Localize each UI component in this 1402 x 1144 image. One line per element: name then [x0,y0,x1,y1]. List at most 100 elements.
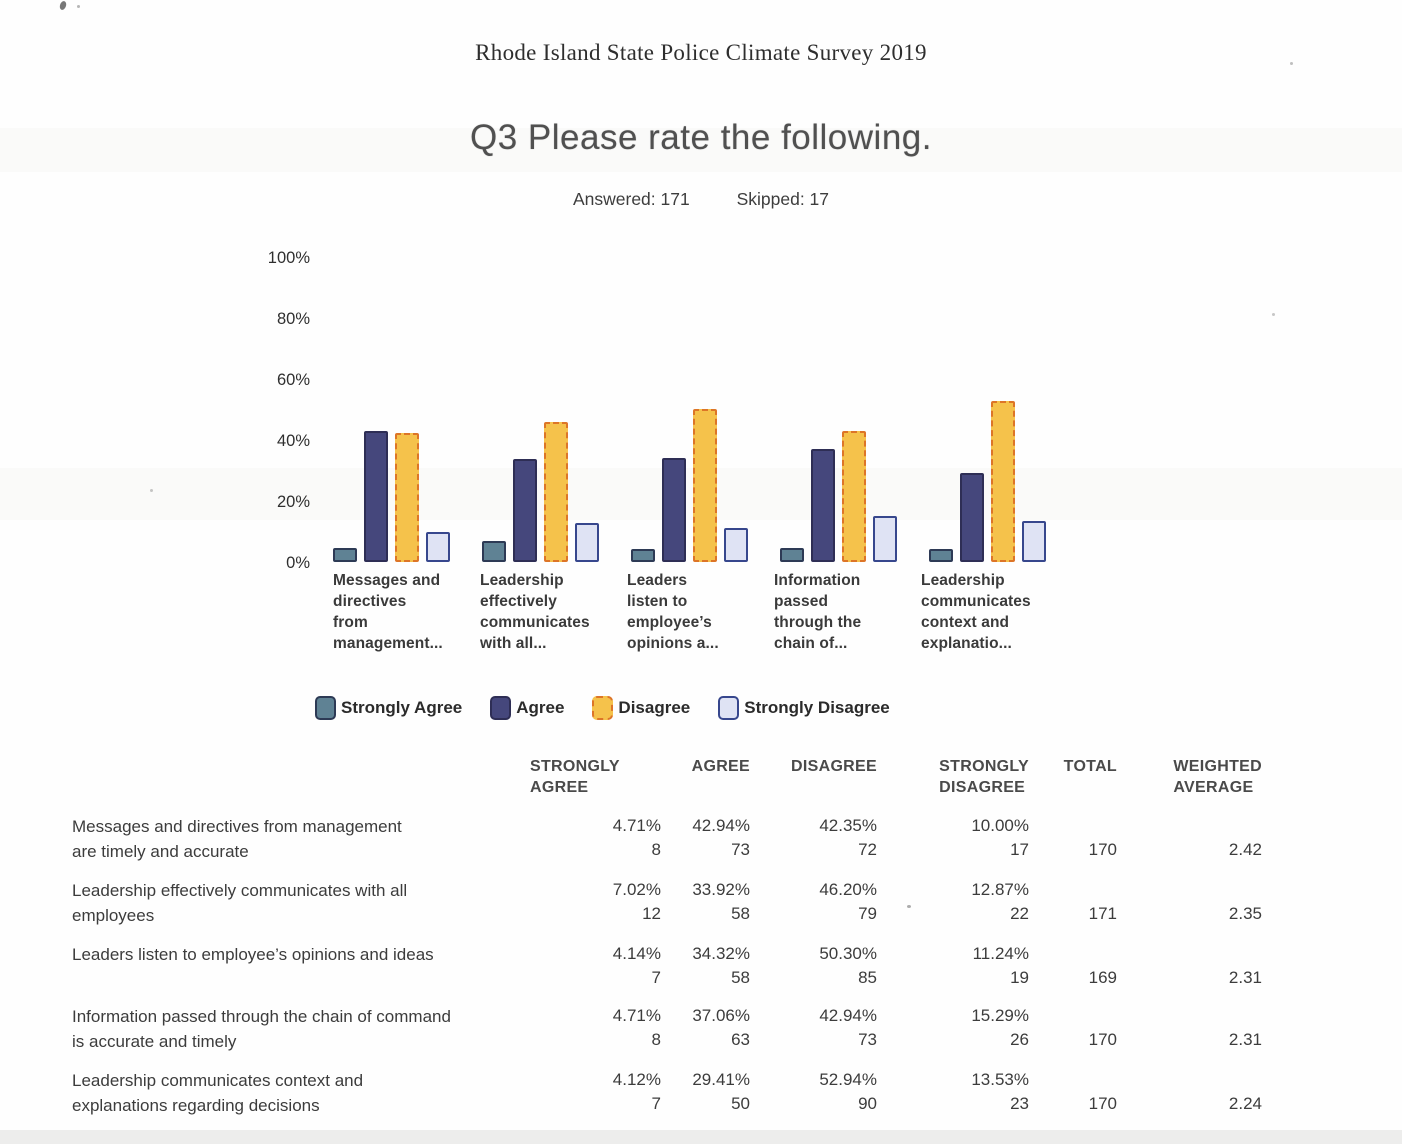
question-text: Leadership communicates context and expl… [72,1071,364,1115]
cell-percent: 7.02% [612,880,661,899]
y-axis-tick: 0% [286,554,310,572]
bar-strongly-disagree [724,527,748,562]
legend-label: Strongly Disagree [744,698,890,717]
cell-percent: 34.32% [692,944,750,963]
cell-weighted-average: 2.35 [1228,904,1262,923]
cell-disagree: 50.30% 85 [750,942,877,990]
legend-swatch-strongly-agree [315,696,336,720]
answered-count: Answered: 171 [572,189,690,209]
legend-item-strongly-disagree: Strongly Disagree [718,696,890,720]
legend-item-strongly-agree: Strongly Agree [315,696,462,720]
table-row: Leadership effectively communicates with… [72,878,1262,928]
cell-total: 170 [1088,1030,1117,1049]
col-header-strongly-disagree: STRONGLY DISAGREE [939,758,1029,796]
bar-group-5 [929,258,1049,562]
legend-label: Agree [516,698,565,717]
table-header-spacer [72,756,530,798]
cell-count: 8 [651,840,661,859]
bar-group-1 [333,258,453,562]
bar-agree [811,449,835,562]
cell-count: 7 [651,1094,661,1113]
cell-weighted-average: 2.31 [1228,968,1262,987]
question-text: Leaders listen to employee’s opinions an… [72,945,434,964]
bar-disagree [395,433,419,562]
cell-strongly-agree: 4.71% 8 [530,1004,661,1054]
bar-strongly-agree [333,547,357,562]
question-title: Q3 Please rate the following. [470,118,932,157]
col-header-agree: AGREE [691,758,750,775]
cell-count: 19 [1010,968,1029,987]
bar-agree [960,472,984,562]
bar-agree [513,458,537,562]
results-table: STRONGLY AGREE AGREE DISAGREE STRONGLY D… [72,756,1262,1132]
category-label: Leadership communicates context and expl… [921,572,1031,652]
cell-count: 85 [858,968,877,987]
cell-strongly-agree: 4.14% 7 [530,942,661,990]
bar-strongly-agree [482,540,506,562]
col-header-strongly-agree: STRONGLY AGREE [530,758,620,796]
cell-count: 7 [651,968,661,987]
legend-item-disagree: Disagree [592,696,690,720]
cell-count: 12 [642,904,661,923]
bar-disagree [842,431,866,562]
col-header-total: TOTAL [1063,758,1117,775]
cell-percent: 15.29% [971,1006,1029,1025]
cell-total: 170 [1088,1094,1117,1113]
cell-disagree: 46.20% 79 [750,878,877,928]
bar-strongly-disagree [426,531,450,562]
category-label: Messages and directives from management.… [333,572,443,652]
cell-total: 171 [1088,904,1117,923]
cell-percent: 4.71% [612,816,661,835]
cell-count: 58 [731,968,750,987]
cell-strongly-agree: 7.02% 12 [530,878,661,928]
cell-percent: 4.12% [612,1070,661,1089]
cell-disagree: 42.94% 73 [750,1004,877,1054]
cell-total: 169 [1088,968,1117,987]
col-header-weighted-average: WEIGHTED AVERAGE [1173,758,1262,796]
y-axis-tick: 100% [267,249,310,267]
y-axis-tick: 80% [276,310,310,328]
cell-strongly-agree: 4.12% 7 [530,1068,661,1118]
skipped-count: Skipped: 17 [736,189,830,209]
cell-count: 73 [731,840,750,859]
cell-percent: 10.00% [971,816,1029,835]
cell-count: 8 [651,1030,661,1049]
cell-count: 90 [858,1094,877,1113]
cell-percent: 46.20% [819,880,877,899]
cell-strongly-disagree: 10.00% 17 [877,814,1029,864]
cell-strongly-disagree: 13.53% 23 [877,1068,1029,1118]
category-label: Leadership effectively communicates with… [480,572,590,652]
scan-artifact [150,489,153,492]
table-row: Leaders listen to employee’s opinions an… [72,942,1262,990]
category-label: Leaders listen to employee’s opinions a.… [627,572,719,652]
chart-legend: Strongly Agree Agree Disagree Strongly D… [315,696,890,720]
response-stats: Answered: 171 Skipped: 17 [0,189,1402,210]
cell-strongly-disagree: 12.87% 22 [877,878,1029,928]
bar-agree [364,431,388,562]
cell-count: 26 [1010,1030,1029,1049]
cell-disagree: 42.35% 72 [750,814,877,864]
cell-count: 72 [858,840,877,859]
table-body: Messages and directives from management … [72,814,1262,1118]
cell-percent: 42.35% [819,816,877,835]
cell-weighted-average: 2.31 [1228,1030,1262,1049]
bar-disagree [693,409,717,562]
question-text: Leadership effectively communicates with… [72,881,408,925]
cell-percent: 37.06% [692,1006,750,1025]
legend-label: Disagree [618,698,691,717]
scan-band [0,1130,1402,1144]
bar-group-2 [482,258,602,562]
bar-disagree [991,401,1015,562]
legend-swatch-disagree [592,696,614,720]
table-row: Leadership communicates context and expl… [72,1068,1262,1118]
category-labels: Messages and directives from management.… [333,570,1049,654]
cell-count: 63 [731,1030,750,1049]
cell-percent: 11.24% [972,944,1029,963]
cell-strongly-disagree: 15.29% 26 [877,1004,1029,1054]
y-axis-tick: 20% [276,493,310,511]
cell-total: 170 [1088,840,1117,859]
cell-count: 79 [858,904,877,923]
cell-strongly-agree: 4.71% 8 [530,814,661,864]
y-axis-tick: 60% [276,371,310,389]
col-header-disagree: DISAGREE [791,758,877,775]
